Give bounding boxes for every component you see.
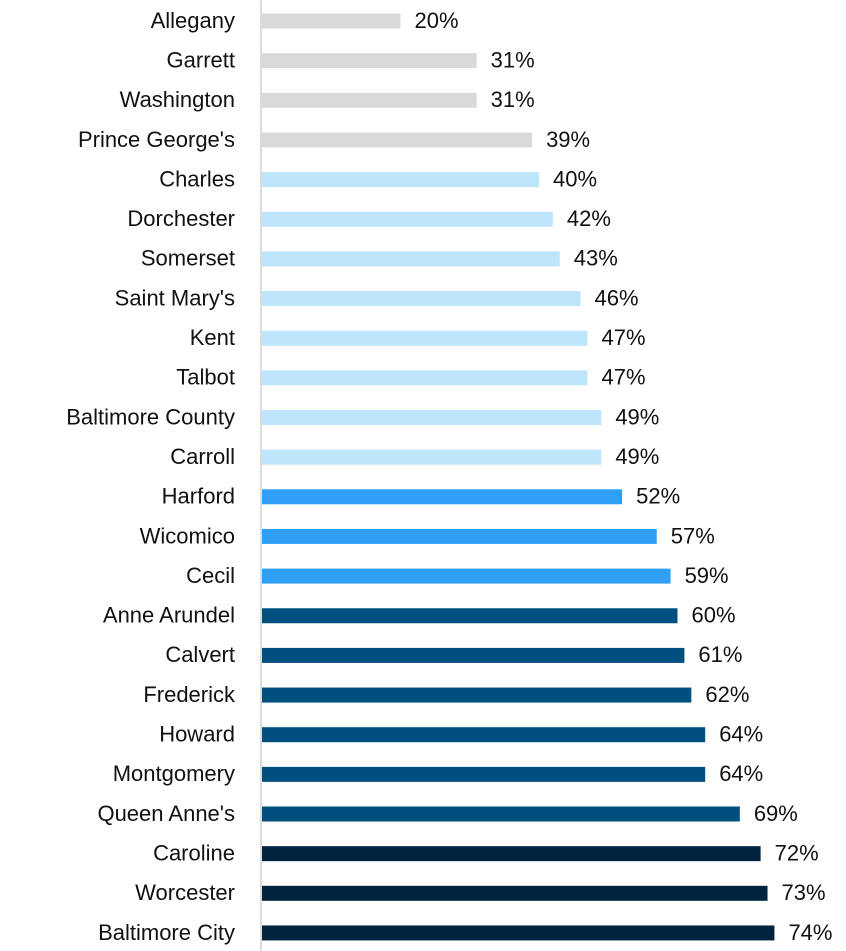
bar bbox=[262, 647, 685, 663]
value-label: 73% bbox=[782, 880, 826, 905]
category-label: Wicomico bbox=[140, 523, 235, 548]
category-label: Allegany bbox=[151, 8, 235, 33]
value-label: 69% bbox=[754, 801, 798, 826]
bar bbox=[262, 291, 581, 307]
bar bbox=[262, 132, 533, 148]
category-label: Carroll bbox=[170, 444, 235, 469]
value-label: 47% bbox=[601, 325, 645, 350]
bar bbox=[262, 846, 761, 862]
bar bbox=[262, 172, 539, 188]
value-label: 20% bbox=[415, 8, 459, 33]
bar bbox=[262, 727, 706, 743]
category-label: Calvert bbox=[165, 642, 235, 667]
category-label: Talbot bbox=[176, 365, 235, 390]
bar bbox=[262, 925, 775, 941]
bar bbox=[262, 449, 602, 465]
bar bbox=[262, 885, 768, 901]
category-label: Charles bbox=[159, 166, 235, 191]
category-label: Washington bbox=[120, 87, 235, 112]
value-label: 64% bbox=[719, 761, 763, 786]
category-label: Baltimore City bbox=[98, 920, 235, 945]
value-label: 43% bbox=[574, 246, 618, 271]
bar bbox=[262, 410, 602, 425]
value-label: 39% bbox=[546, 127, 590, 152]
value-label: 42% bbox=[567, 206, 611, 231]
bar bbox=[262, 766, 706, 782]
category-label: Cecil bbox=[186, 563, 235, 588]
bar bbox=[262, 211, 553, 227]
value-label: 64% bbox=[719, 722, 763, 747]
category-label: Harford bbox=[162, 484, 235, 509]
value-label: 72% bbox=[775, 840, 819, 865]
category-label: Queen Anne's bbox=[97, 801, 235, 826]
value-label: 46% bbox=[595, 285, 639, 310]
category-label: Saint Mary's bbox=[115, 285, 235, 310]
value-label: 60% bbox=[692, 603, 736, 628]
bar bbox=[262, 489, 623, 505]
category-label: Kent bbox=[190, 325, 235, 350]
category-label: Caroline bbox=[153, 840, 235, 865]
bar bbox=[262, 92, 477, 108]
bar bbox=[262, 13, 401, 29]
bar bbox=[262, 251, 560, 267]
value-label: 40% bbox=[553, 166, 597, 191]
value-label: 59% bbox=[685, 563, 729, 588]
bar bbox=[262, 568, 671, 584]
category-label: Prince George's bbox=[78, 127, 235, 152]
category-label: Howard bbox=[159, 722, 235, 747]
value-label: 61% bbox=[698, 642, 742, 667]
value-label: 62% bbox=[705, 682, 749, 707]
value-label: 49% bbox=[615, 444, 659, 469]
value-label: 74% bbox=[788, 920, 832, 945]
value-label: 31% bbox=[491, 87, 535, 112]
category-label: Garrett bbox=[167, 47, 235, 72]
value-label: 57% bbox=[671, 523, 715, 548]
category-label: Somerset bbox=[141, 246, 235, 271]
bar bbox=[262, 806, 740, 822]
bar bbox=[262, 370, 588, 386]
value-label: 49% bbox=[615, 404, 659, 429]
category-label: Montgomery bbox=[113, 761, 235, 786]
bar bbox=[262, 330, 588, 346]
value-label: 52% bbox=[636, 484, 680, 509]
category-label: Anne Arundel bbox=[103, 603, 235, 628]
bar bbox=[262, 687, 692, 703]
bar bbox=[262, 528, 657, 544]
category-label: Frederick bbox=[143, 682, 236, 707]
category-label: Dorchester bbox=[127, 206, 235, 231]
value-label: 47% bbox=[601, 365, 645, 390]
category-label: Worcester bbox=[135, 880, 235, 905]
bar bbox=[262, 53, 477, 69]
value-label: 31% bbox=[491, 47, 535, 72]
bar bbox=[262, 608, 678, 624]
category-label: Baltimore County bbox=[66, 404, 235, 429]
